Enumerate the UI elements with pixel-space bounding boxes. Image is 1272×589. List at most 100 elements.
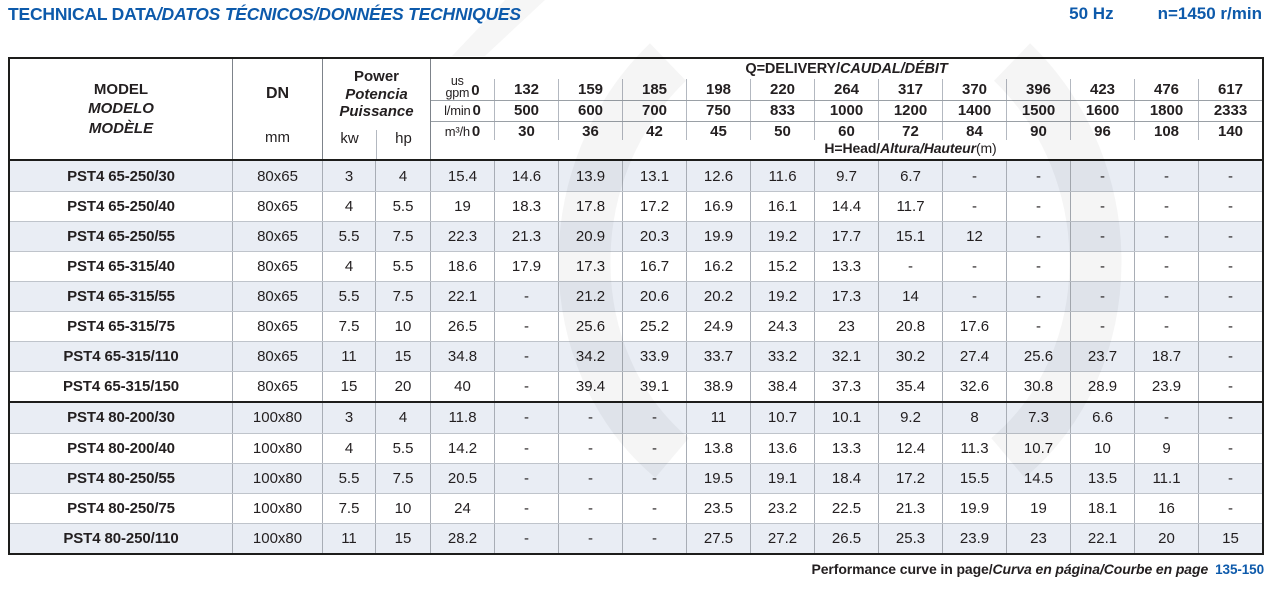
flow-value: 185 xyxy=(622,78,686,101)
head-value-cell: 17.9 xyxy=(494,252,558,281)
head-value-cell: - xyxy=(558,463,622,493)
table-row: PST4 80-200/30 100x80 3 4 11.8- - -11 10.7 10.1 9… xyxy=(10,401,1262,433)
power-label-fr: Puissance xyxy=(339,103,414,121)
flow-value: 396 xyxy=(1006,78,1070,101)
head-value-cell: 11.3 xyxy=(942,433,1006,463)
power-hp-cell: 5.5 xyxy=(375,252,430,281)
head-value-cell: 12.4 xyxy=(878,433,942,463)
dn-cell: 100x80 xyxy=(232,523,322,553)
power-label-en: Power xyxy=(353,67,399,85)
flow-value: 500 xyxy=(494,101,558,121)
head-value-cell: 37.3 xyxy=(814,372,878,401)
head-value-cell: - xyxy=(1198,463,1262,493)
flow-value: 0 xyxy=(471,122,481,140)
head-value-cell: 23 xyxy=(1006,523,1070,553)
model-name-cell: PST4 65-250/40 xyxy=(67,198,175,215)
flow-value: 96 xyxy=(1070,121,1134,141)
dn-cell: 80x65 xyxy=(232,342,322,371)
head-value-cell: 26.5 xyxy=(814,523,878,553)
table-row: PST4 80-250/75 100x80 7.5 10 24- - -23.5 23.2 22… xyxy=(10,492,1262,523)
power-kw-cell: 11 xyxy=(322,523,375,553)
page-header: TECHNICAL DATA/DATOS TÉCNICOS/DONNÉES TE… xyxy=(8,4,1262,30)
head-value-cell: 15 xyxy=(1198,523,1262,553)
head-value-cell: 30.8 xyxy=(1006,372,1070,401)
head-value-cell: 14 xyxy=(878,282,942,311)
power-hp-cell: 7.5 xyxy=(375,463,430,493)
head-value-cell: 20 xyxy=(1134,523,1198,553)
head-value-cell: 10.7 xyxy=(1006,433,1070,463)
flow-value: 317 xyxy=(878,78,942,101)
head-value-cell: 34.2 xyxy=(558,342,622,371)
model-name-cell: PST4 65-250/55 xyxy=(67,228,175,245)
head-value-cell: 39.1 xyxy=(622,372,686,401)
head-value-cell: 20.3 xyxy=(622,222,686,251)
head-value-cell: - xyxy=(1198,312,1262,341)
table-row: PST4 80-250/55 100x80 5.5 7.5 20.5- - -19.5 19.… xyxy=(10,462,1262,493)
head-value-cell: 11 xyxy=(686,403,750,433)
flow-unit-cell: l/min 0 xyxy=(431,101,494,121)
head-value-cell: - xyxy=(1070,252,1134,281)
head-value-cell: 28.9 xyxy=(1070,372,1134,401)
head-value-cell: - xyxy=(1070,222,1134,251)
flow-value: 30 xyxy=(494,121,558,141)
head-value-cell: 27.5 xyxy=(686,523,750,553)
head-value-cell: - xyxy=(942,252,1006,281)
head-value-cell: 19.2 xyxy=(750,222,814,251)
head-value-cell: 17.7 xyxy=(814,222,878,251)
power-kw-cell: 5.5 xyxy=(322,463,375,493)
head-value-cell: 14.5 xyxy=(1006,463,1070,493)
head-value-cell: 20.2 xyxy=(686,282,750,311)
head-value-cell: 13.9 xyxy=(558,161,622,191)
head-value-cell: 23.7 xyxy=(1070,342,1134,371)
power-hp-cell: 4 xyxy=(375,161,430,191)
head-value-cell: 19.1 xyxy=(750,463,814,493)
head-value-cell: - xyxy=(1198,282,1262,311)
head-value-cell: 6.6 xyxy=(1070,403,1134,433)
head-value-cell: - xyxy=(1006,282,1070,311)
head-value-cell: 23.9 xyxy=(942,523,1006,553)
head-value-cell: - xyxy=(1134,403,1198,433)
dn-cell: 80x65 xyxy=(232,282,322,311)
head-value-cell: 14.6 xyxy=(494,161,558,191)
head-value-cell: - xyxy=(494,312,558,341)
head-value-cell: 33.7 xyxy=(686,342,750,371)
head-value-cell: - xyxy=(1006,222,1070,251)
flow-value: 1200 xyxy=(878,101,942,121)
title-translations: /DATOS TÉCNICOS/DONNÉES TECHNIQUES xyxy=(156,4,521,24)
head-value-cell: 19 xyxy=(1006,493,1070,523)
head-value-cell: 11.7 xyxy=(878,192,942,221)
flow-value: 72 xyxy=(878,121,942,141)
head-value-cell: 13.3 xyxy=(814,433,878,463)
footer-page-range: 135-150 xyxy=(1215,562,1264,577)
head-value-cell: 18.1 xyxy=(1070,493,1134,523)
head-title-translations: Altura/Hauteur xyxy=(880,140,976,157)
head-value-cell: 16.1 xyxy=(750,192,814,221)
head-value-cell: - xyxy=(494,403,558,433)
title-english: TECHNICAL DATA xyxy=(8,4,157,24)
flow-value: 50 xyxy=(750,121,814,141)
dn-cell: 80x65 xyxy=(232,192,322,221)
head-value-cell: - xyxy=(1198,403,1262,433)
power-hp-cell: 7.5 xyxy=(375,222,430,251)
head-value-cell: 13.3 xyxy=(814,252,878,281)
head-value-cell: 12 xyxy=(942,222,1006,251)
head-value-cell: - xyxy=(622,433,686,463)
page-title: TECHNICAL DATA/DATOS TÉCNICOS/DONNÉES TE… xyxy=(8,4,521,25)
head-title-en: H=Head/ xyxy=(824,140,881,157)
power-kw-cell: 5.5 xyxy=(322,222,375,251)
head-value-cell: 15.1 xyxy=(878,222,942,251)
head-value-cell: - xyxy=(494,493,558,523)
power-kw-cell: 4 xyxy=(322,192,375,221)
head-value-cell: - xyxy=(1134,312,1198,341)
power-unit-kw: kw xyxy=(340,130,359,147)
head-value-cell: - xyxy=(1070,192,1134,221)
unit-label-lmin: l/min xyxy=(444,103,471,119)
head-value-cell: 22.5 xyxy=(814,493,878,523)
head-value-cell: - xyxy=(1134,222,1198,251)
model-label-fr: MODÈLE xyxy=(88,119,154,137)
power-hp-cell: 10 xyxy=(375,493,430,523)
head-value-cell: 22.3 xyxy=(430,222,494,251)
head-value-cell: 11.6 xyxy=(750,161,814,191)
head-value-cell: 15.5 xyxy=(942,463,1006,493)
